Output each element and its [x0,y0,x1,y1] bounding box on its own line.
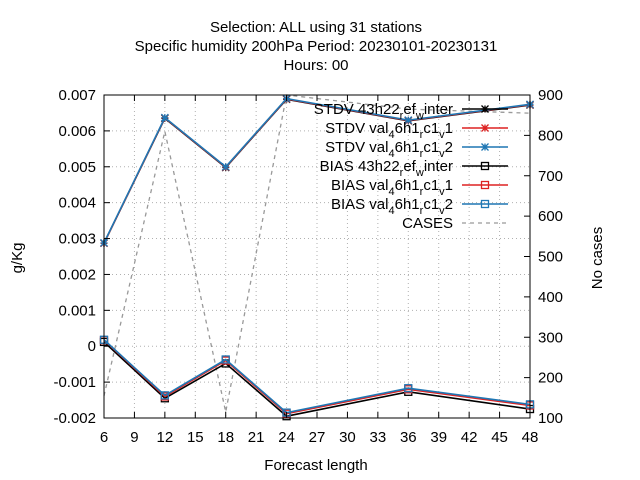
x-tick-label: 42 [461,429,478,446]
y2-tick-label: 300 [538,329,563,346]
x-tick-label: 6 [100,429,108,446]
x-tick-label: 24 [278,429,295,446]
y2-tick-label: 200 [538,370,563,387]
legend-label: STDV val46h1rc1v2 [325,139,453,160]
legend-marker [480,180,490,190]
title-line: Hours: 00 [283,57,348,74]
y2-tick-label: 800 [538,127,563,144]
series-line [103,341,531,418]
x-tick-label: 36 [400,429,417,446]
y2-tick-label: 600 [538,208,563,225]
y2-tick-label: 400 [538,289,563,306]
x-axis-ticks: 6 9 12 15 18 21 24 27 30 33 36 39 42 45 48 [100,95,539,446]
y-axis-label: g/Kg [9,243,26,274]
y-tick-label: 0.004 [58,195,96,212]
y2-tick-label: 500 [538,249,563,266]
x-tick-label: 21 [248,429,265,446]
series-line [103,94,531,413]
legend-label: STDV val46h1rc1v1 [325,120,453,141]
series-5 [99,335,535,417]
legend-label: BIAS 43h22refwinter [320,158,453,179]
y-tick-label: 0.001 [58,302,96,319]
data-point [160,113,169,122]
x-tick-label: 18 [217,429,234,446]
y-tick-label: 0.006 [58,123,96,140]
y2-tick-label: 700 [538,168,563,185]
y2-axis-ticks: 100 200 300 400 500 600 700 800 900 [524,87,563,427]
legend-marker [480,199,490,209]
x-tick-label: 30 [339,429,356,446]
y-tick-label: 0.007 [58,87,96,104]
x-axis-label: Forecast length [264,457,367,474]
data-point [160,391,170,400]
data-point [221,355,230,364]
y-tick-label: 0.005 [58,159,96,176]
x-tick-label: 12 [157,429,174,446]
series-6 [103,94,531,413]
y2-tick-label: 900 [538,87,563,104]
legend-marker [480,161,490,171]
y-axis-ticks: -0.002 -0.001 0 0.001 0.002 0.003 0.004 0.005 0.… [53,87,110,427]
series-line [103,97,531,244]
data-point [404,384,413,393]
x-tick-label: 27 [309,429,326,446]
x-tick-label: 45 [491,429,508,446]
series-4 [99,335,535,418]
y-tick-label: 0.002 [58,266,96,283]
x-tick-label: 9 [130,429,138,446]
y-tick-label: 0 [88,338,96,355]
legend-label: CASES [402,215,453,232]
x-tick-label: 15 [187,429,204,446]
legend-label: BIAS val46h1rc1v1 [331,177,453,198]
y2-axis-label: No cases [589,227,606,290]
series-line [103,339,531,414]
title-line: Selection: ALL using 31 stations [210,19,422,36]
title-line: Specific humidity 200hPa Period: 2023010… [135,38,498,55]
y-tick-label: -0.001 [53,374,96,391]
y2-tick-label: 100 [538,410,563,427]
chart-title: Selection: ALL using 31 stations Specific… [135,19,498,74]
y-tick-label: 0.003 [58,231,96,248]
data-point [221,162,230,171]
legend-label: BIAS val46h1rc1v2 [331,196,453,217]
legend-label: STDV 43h22refwinter [314,101,453,122]
legend-marker [481,143,489,151]
data-point [404,116,413,125]
x-tick-label: 39 [430,429,447,446]
grid-lines [104,95,530,418]
legend-marker [481,124,489,132]
y-tick-label: -0.002 [53,410,96,427]
legend-marker [481,105,489,113]
x-tick-label: 48 [522,429,539,446]
x-tick-label: 33 [370,429,387,446]
